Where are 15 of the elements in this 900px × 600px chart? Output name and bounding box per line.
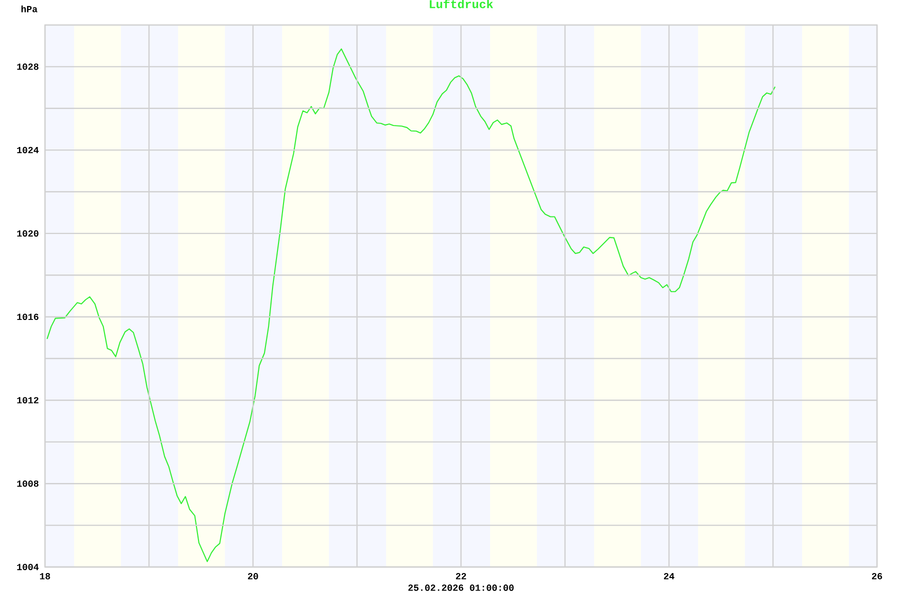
x-tick-label: 24: [664, 573, 674, 580]
y-tick-label: 1012: [17, 397, 38, 404]
x-tick-label: 20: [248, 573, 258, 580]
y-tick-label: 1008: [17, 480, 38, 487]
x-tick-label: 26: [872, 573, 882, 580]
y-tick-label: 1024: [17, 146, 39, 154]
x-tick-label: 18: [40, 573, 50, 580]
y-axis-title: hPa: [21, 5, 38, 12]
y-tick-label: 1016: [17, 314, 38, 320]
y-tick-label: 1004: [17, 564, 39, 570]
line-series: [46, 48, 776, 562]
y-tick-label: 1028: [17, 64, 38, 70]
y-tick-label: 1020: [17, 230, 38, 237]
x-axis-title: 25.02.2026 01:00:00: [408, 584, 514, 591]
x-tick-label: 22: [456, 573, 466, 580]
